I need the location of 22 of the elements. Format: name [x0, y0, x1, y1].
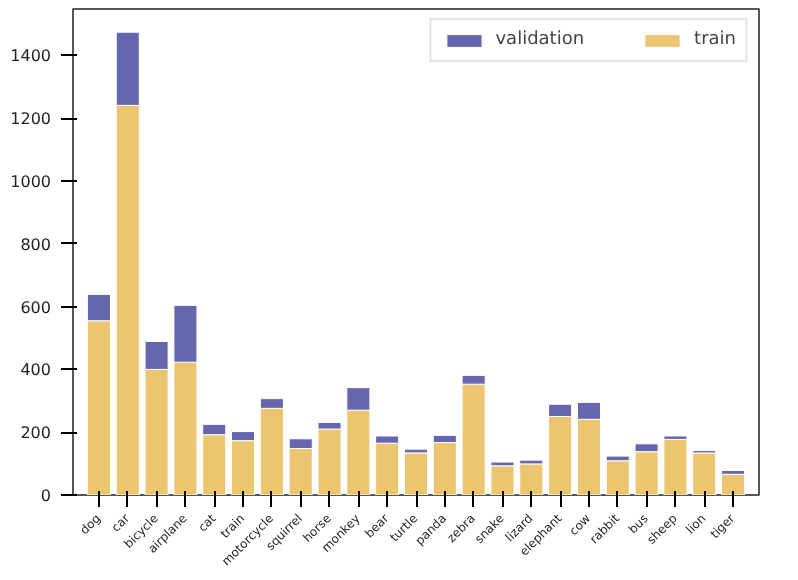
y-tick-label: 1200 [10, 110, 51, 129]
bar [461, 383, 486, 495]
bar [605, 460, 630, 495]
y-tick-label: 200 [20, 424, 52, 443]
y-tick-label: 400 [20, 361, 52, 380]
bar [403, 452, 429, 495]
bar [519, 463, 544, 495]
bar [634, 451, 659, 495]
legend-label: train [694, 30, 736, 50]
y-tick-label: 800 [20, 235, 52, 254]
bar [490, 465, 515, 495]
y-tick-label: 600 [20, 298, 52, 317]
bar [432, 442, 457, 495]
y-tick-label: 1400 [10, 47, 51, 66]
bar [663, 438, 688, 495]
bar [692, 452, 717, 495]
bar [317, 428, 342, 495]
y-tick-label: 0 [40, 487, 52, 505]
legend-label: validation [495, 30, 585, 50]
bar [375, 442, 400, 495]
y-tick-label: 1000 [10, 173, 51, 192]
bar [721, 473, 746, 495]
